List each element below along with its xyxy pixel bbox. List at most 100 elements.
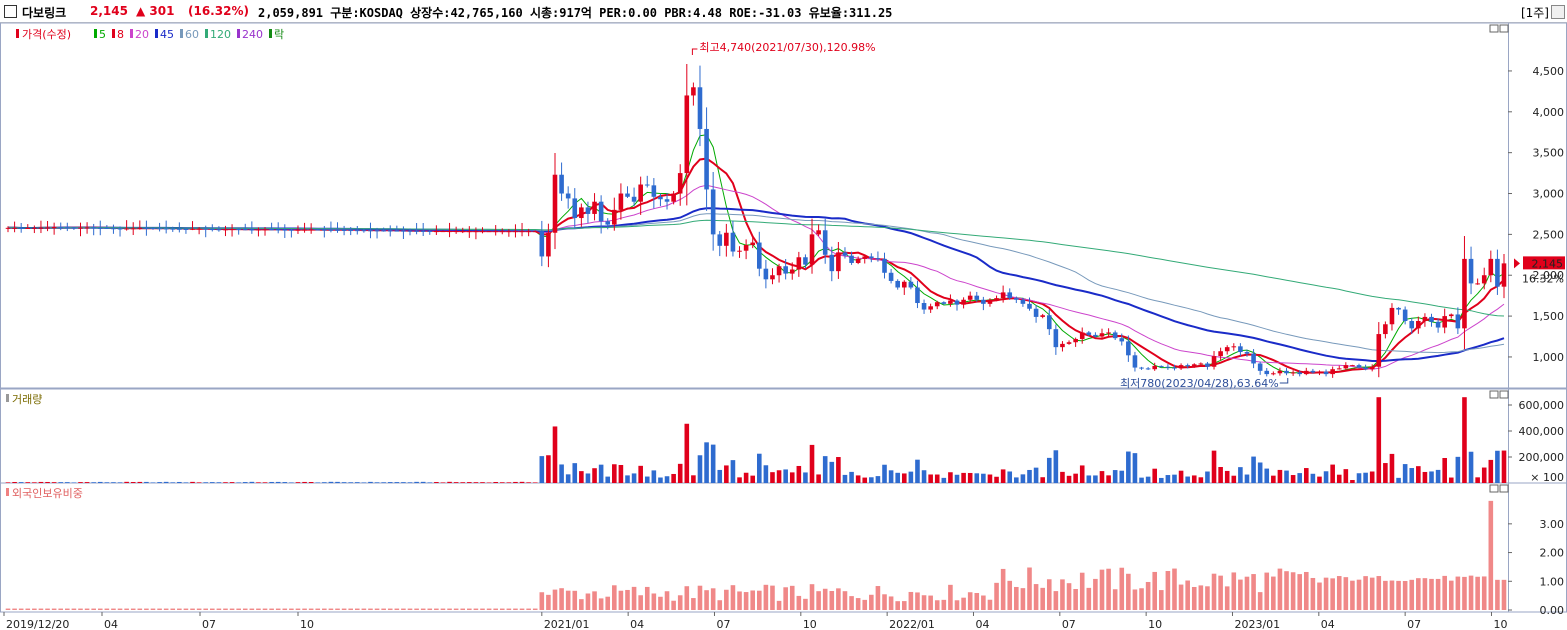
foreign-bar bbox=[855, 598, 861, 610]
foreign-bar bbox=[45, 608, 50, 610]
candle-body bbox=[625, 193, 630, 197]
foreign-bar bbox=[308, 608, 314, 610]
candle-body bbox=[1369, 366, 1375, 370]
volume-bar bbox=[1132, 453, 1138, 483]
candle-body bbox=[348, 230, 353, 232]
candle-body bbox=[1350, 365, 1355, 367]
candle-body bbox=[58, 227, 64, 229]
foreign-bar bbox=[724, 589, 729, 610]
volume-bar bbox=[269, 481, 274, 483]
foreign-bar bbox=[756, 590, 762, 610]
foreign-bar bbox=[381, 608, 386, 610]
foreign-bar bbox=[1323, 577, 1329, 610]
candle-body bbox=[1363, 367, 1368, 370]
foreign-bar bbox=[1330, 578, 1335, 610]
volume-bar bbox=[1165, 475, 1171, 483]
candle-body bbox=[1060, 343, 1065, 348]
candle-body bbox=[585, 207, 591, 214]
volume-bar bbox=[934, 474, 940, 483]
x-axis-label: 07 bbox=[716, 618, 730, 630]
candle-body bbox=[546, 232, 551, 257]
candle-body bbox=[651, 185, 657, 197]
foreign-bar bbox=[150, 608, 156, 610]
foreign-bar bbox=[1455, 576, 1461, 610]
volume-bar bbox=[915, 459, 920, 483]
foreign-bar bbox=[829, 590, 835, 610]
volume-bar bbox=[1040, 477, 1045, 483]
foreign-bar bbox=[1198, 585, 1204, 610]
volume-bar bbox=[341, 482, 347, 483]
foreign-bar bbox=[216, 608, 222, 610]
foreign-bar bbox=[546, 594, 551, 610]
candle-body bbox=[328, 229, 334, 231]
candle-body bbox=[1218, 351, 1223, 357]
foreign-bar bbox=[1271, 576, 1276, 610]
foreign-bar bbox=[994, 582, 999, 610]
candle-body bbox=[315, 229, 321, 231]
foreign-bar bbox=[1356, 579, 1362, 610]
foreign-bar bbox=[783, 587, 788, 610]
foreign-bar bbox=[737, 591, 742, 610]
foreign-bar bbox=[499, 608, 505, 610]
volume-bar bbox=[348, 482, 353, 483]
volume-bar bbox=[1402, 464, 1408, 483]
x-axis-label: 2019/12/20 bbox=[6, 618, 69, 630]
foreign-bar bbox=[460, 608, 466, 610]
volume-bar bbox=[434, 482, 439, 483]
legend-ma60: 60 bbox=[185, 28, 199, 41]
candle-body bbox=[1211, 356, 1217, 367]
foreign-bar bbox=[144, 608, 149, 610]
volume-bar bbox=[1481, 467, 1487, 483]
candle-body bbox=[38, 227, 44, 229]
volume-bar bbox=[612, 464, 617, 483]
volume-bar bbox=[1205, 471, 1210, 483]
candle-body bbox=[216, 229, 222, 231]
foreign-bar bbox=[1218, 575, 1223, 610]
current-price: 2,145 bbox=[90, 4, 128, 18]
candle-body bbox=[592, 201, 597, 214]
volume-bar bbox=[1086, 475, 1092, 483]
volume-bar bbox=[1330, 464, 1335, 483]
volume-bar bbox=[677, 463, 683, 483]
foreign-bar bbox=[1383, 580, 1388, 610]
foreign-bar bbox=[954, 600, 960, 610]
volume-bar bbox=[1046, 457, 1052, 483]
foreign-bar bbox=[901, 601, 907, 610]
candle-body bbox=[150, 228, 156, 230]
volume-bar bbox=[1119, 470, 1125, 483]
scroll-up-button[interactable] bbox=[1551, 5, 1565, 19]
foreign-bar bbox=[71, 608, 77, 610]
price-axis-label: 3,000 bbox=[1533, 188, 1565, 201]
volume-bar bbox=[1409, 468, 1415, 483]
volume-bar bbox=[1093, 475, 1098, 483]
x-axis-label: 2023/01 bbox=[1234, 618, 1280, 630]
volume-bar bbox=[1303, 468, 1309, 483]
foreign-bar bbox=[111, 608, 116, 610]
candle-body bbox=[513, 231, 518, 233]
foreign-bar bbox=[1224, 586, 1230, 610]
stock-chart[interactable]: 4,500 4,000 3,500 3,000 2,500 2,000 1,500 1,000… bbox=[0, 22, 1567, 630]
select-checkbox[interactable] bbox=[4, 5, 17, 18]
candle-body bbox=[704, 128, 709, 190]
candle-body bbox=[1356, 365, 1362, 368]
volume-bar bbox=[1238, 467, 1243, 483]
foreign-bar bbox=[644, 586, 650, 610]
candle-body bbox=[130, 228, 136, 230]
foreign-bar bbox=[91, 608, 96, 610]
volume-bar bbox=[1501, 450, 1507, 483]
candle-body bbox=[1145, 368, 1151, 370]
foreign-bar bbox=[374, 608, 380, 610]
candle-body bbox=[5, 227, 11, 229]
x-axis-label: 07 bbox=[1407, 618, 1421, 630]
volume-bar bbox=[1126, 451, 1131, 483]
candle-body bbox=[750, 242, 756, 245]
foreign-bar bbox=[1363, 576, 1368, 610]
volume-bar bbox=[177, 481, 182, 483]
foreign-bar bbox=[704, 590, 709, 610]
candle-body bbox=[401, 230, 406, 232]
volume-bar bbox=[130, 482, 136, 483]
foreign-bar bbox=[1284, 571, 1289, 610]
period-selector[interactable]: [1주] bbox=[1520, 6, 1549, 20]
volume-bar bbox=[1231, 475, 1237, 483]
candle-body bbox=[1323, 371, 1329, 375]
